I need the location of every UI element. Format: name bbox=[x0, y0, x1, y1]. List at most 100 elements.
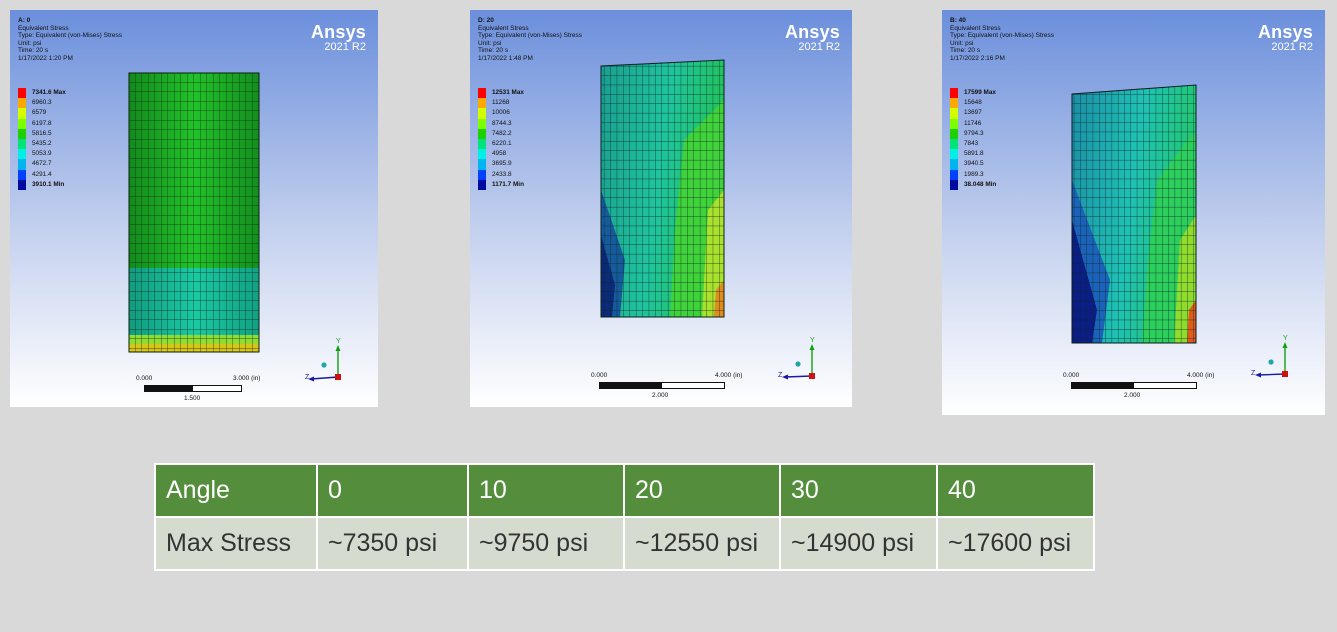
table-cell: 20 bbox=[623, 463, 781, 518]
table-header-row: Angle 0 10 20 30 40 bbox=[154, 463, 1095, 518]
legend-swatch bbox=[950, 118, 958, 129]
result-panel-d: D: 20 Equivalent Stress Type: Equivalent… bbox=[470, 10, 852, 407]
viewport-d bbox=[470, 10, 852, 407]
legend-label: 3910.1 Min bbox=[32, 180, 65, 188]
scale-bar-d: 0.000 4.000 (in) 2.000 bbox=[591, 372, 751, 402]
legend-label: 7843 bbox=[964, 139, 979, 147]
result-header-a: A: 0 Equivalent Stress Type: Equivalent … bbox=[18, 17, 122, 63]
legend-label: 11746 bbox=[964, 119, 982, 127]
legend-label: 10006 bbox=[492, 109, 510, 117]
brand-name: Ansys bbox=[1257, 22, 1313, 42]
legend-swatch bbox=[18, 98, 26, 109]
result-title: A: 0 bbox=[18, 17, 31, 24]
table-cell: ~12550 psi bbox=[623, 516, 781, 571]
result-unit: Unit: psi bbox=[950, 39, 974, 47]
scale-bar bbox=[144, 385, 242, 392]
brand-version: 2021 R2 bbox=[798, 41, 840, 53]
legend-label: 6197.8 bbox=[32, 119, 52, 127]
result-title: B: 40 bbox=[950, 17, 966, 24]
triad-z-label: Z bbox=[1251, 370, 1256, 377]
legend-label: 4291.4 bbox=[32, 170, 52, 178]
legend-swatch bbox=[478, 149, 486, 160]
result-subtype: Type: Equivalent (von-Mises) Stress bbox=[950, 32, 1055, 40]
legend-swatch bbox=[18, 88, 26, 99]
legend-label: 3695.9 bbox=[492, 160, 512, 168]
legend-swatch bbox=[18, 118, 26, 129]
triad-y-label: Y bbox=[336, 338, 341, 345]
brand-name: Ansys bbox=[784, 22, 840, 42]
legend-swatch bbox=[18, 149, 26, 160]
table-cell: Angle bbox=[154, 463, 318, 518]
result-time: Time: 20 s bbox=[18, 47, 49, 55]
result-time: Time: 20 s bbox=[478, 47, 509, 55]
legend-swatch bbox=[478, 179, 486, 190]
result-type: Equivalent Stress bbox=[950, 24, 1001, 32]
result-subtype: Type: Equivalent (von-Mises) Stress bbox=[18, 32, 123, 40]
legend-swatch bbox=[478, 169, 486, 180]
result-title: D: 20 bbox=[478, 17, 494, 24]
legend-label: 6960.3 bbox=[32, 99, 52, 107]
legend-label: 2433.8 bbox=[492, 170, 512, 178]
brand-version: 2021 R2 bbox=[1271, 41, 1313, 53]
table-row: Max Stress ~7350 psi ~9750 psi ~12550 ps… bbox=[154, 516, 1095, 571]
scale-bar bbox=[1071, 382, 1197, 389]
scale-right-label: 4.000 (in) bbox=[715, 372, 743, 379]
result-panel-b: B: 40 Equivalent Stress Type: Equivalent… bbox=[942, 10, 1325, 415]
table-cell: ~7350 psi bbox=[316, 516, 469, 571]
triad-y-label: Y bbox=[810, 337, 815, 344]
scale-right-label: 4.000 (in) bbox=[1187, 372, 1215, 379]
scale-left-label: 0.000 bbox=[1063, 372, 1080, 379]
legend-swatch bbox=[18, 108, 26, 119]
result-type: Equivalent Stress bbox=[18, 24, 69, 32]
legend-label: 4672.7 bbox=[32, 160, 52, 168]
legend-swatch bbox=[478, 138, 486, 150]
scale-bar-b: 0.000 4.000 (in) 2.000 bbox=[1063, 372, 1223, 402]
table-cell: ~17600 psi bbox=[936, 516, 1095, 571]
legend-swatch bbox=[478, 108, 486, 119]
legend-label: 5435.2 bbox=[32, 139, 52, 147]
legend-label: 3940.5 bbox=[964, 160, 984, 168]
legend-swatch bbox=[478, 118, 486, 129]
legend-label: 6579 bbox=[32, 109, 47, 117]
legend-swatch bbox=[18, 179, 26, 190]
brand-version: 2021 R2 bbox=[324, 41, 366, 53]
legend-label: 1171.7 Min bbox=[492, 180, 524, 188]
table-cell: 0 bbox=[316, 463, 469, 518]
table-cell: 40 bbox=[936, 463, 1095, 518]
legend-label: 1989.3 bbox=[964, 170, 984, 178]
scale-mid-label: 1.500 bbox=[184, 395, 201, 402]
triad-z-label: Z bbox=[778, 372, 783, 379]
legend-swatch bbox=[478, 88, 486, 99]
result-date: 1/17/2022 1:48 PM bbox=[478, 54, 533, 62]
mesh-model-b bbox=[1071, 84, 1197, 344]
legend-swatch bbox=[950, 108, 958, 119]
scale-bar-a: 0.000 3.000 (in) 1.500 bbox=[136, 375, 260, 405]
scale-right-label: 3.000 (in) bbox=[233, 375, 261, 382]
legend-label: 11268 bbox=[492, 99, 510, 107]
legend-swatch bbox=[18, 169, 26, 180]
legend-swatch bbox=[950, 159, 958, 170]
legend-swatch bbox=[18, 138, 26, 150]
scale-left-label: 0.000 bbox=[136, 375, 153, 382]
brand-name: Ansys bbox=[310, 22, 366, 42]
result-subtype: Type: Equivalent (von-Mises) Stress bbox=[478, 32, 583, 40]
coordinate-triad-d bbox=[782, 344, 815, 380]
legend-label: 8744.3 bbox=[492, 119, 512, 127]
legend-swatch bbox=[950, 179, 958, 190]
table-cell: ~14900 psi bbox=[779, 516, 938, 571]
viewport-b bbox=[942, 10, 1325, 415]
triad-z-label: Z bbox=[305, 374, 310, 381]
legend-swatch bbox=[478, 128, 486, 139]
legend-swatch bbox=[950, 88, 958, 99]
legend-label: 7341.6 Max bbox=[32, 89, 66, 96]
max-stress-table: Angle 0 10 20 30 40 Max Stress ~7350 psi… bbox=[154, 463, 1095, 571]
table-cell: Max Stress bbox=[154, 516, 318, 571]
legend-label: 6220.1 bbox=[492, 139, 512, 147]
result-panel-a: A: 0 Equivalent Stress Type: Equivalent … bbox=[10, 10, 378, 407]
legend-label: 4958 bbox=[492, 150, 507, 158]
table-cell: ~9750 psi bbox=[467, 516, 625, 571]
legend-swatch bbox=[478, 159, 486, 170]
legend-swatch bbox=[478, 98, 486, 109]
legend-label: 5816.5 bbox=[32, 129, 52, 137]
scale-mid-label: 2.000 bbox=[652, 392, 669, 399]
